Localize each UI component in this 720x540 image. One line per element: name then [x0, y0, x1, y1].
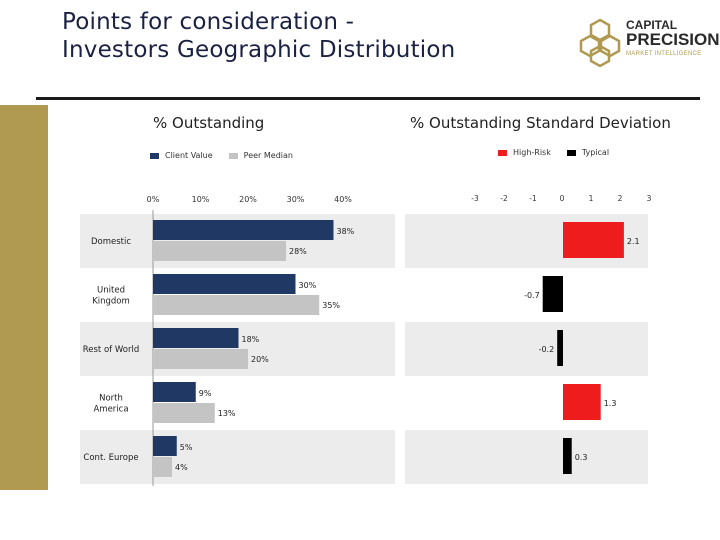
client-value-bar	[153, 274, 296, 294]
logo-text-precision: PRECISION	[626, 30, 720, 49]
client-value-data-label: 9%	[199, 389, 212, 398]
legend-swatch-peer-median	[228, 152, 238, 159]
peer-median-bar	[153, 403, 215, 423]
legend-swatch-high-risk	[498, 149, 507, 156]
client-value-data-label: 5%	[180, 443, 193, 452]
chart-1-x-tick: 30%	[287, 195, 305, 204]
chart-2-band	[405, 430, 648, 484]
std-dev-bar	[563, 438, 572, 474]
legend-swatch-client-value	[150, 152, 159, 159]
std-dev-data-label: -0.7	[524, 291, 540, 300]
std-dev-data-label: 1.3	[604, 399, 617, 408]
peer-median-data-label: 13%	[218, 409, 236, 418]
std-dev-data-label: 2.1	[627, 237, 640, 246]
peer-median-data-label: 4%	[175, 463, 188, 472]
std-dev-bar	[557, 330, 563, 366]
chart-1-category-label: Cont. Europe	[83, 453, 138, 463]
gold-accent-bar	[0, 105, 48, 490]
chart-2-x-tick: 0	[560, 194, 565, 203]
chart-2-x-tick: 2	[618, 194, 623, 203]
client-value-data-label: 30%	[299, 281, 317, 290]
chart-2-x-tick: 3	[647, 194, 652, 203]
std-dev-bar	[563, 384, 601, 420]
peer-median-bar	[153, 349, 248, 369]
legend-swatch-typical	[566, 149, 576, 156]
chart-2-band	[405, 322, 648, 376]
title-line-1: Points for consideration -	[62, 9, 355, 35]
chart-2-title: % Outstanding Standard Deviation	[410, 114, 671, 132]
chart-2-x-tick: -3	[471, 194, 479, 203]
client-value-data-label: 38%	[337, 227, 355, 236]
chart-1-x-tick: 20%	[239, 195, 257, 204]
legend-label-typical: Typical	[581, 148, 610, 157]
peer-median-bar	[153, 457, 172, 477]
logo-tagline: MARKET INTELLIGENCE	[626, 51, 702, 57]
company-logo: CAPITAL PRECISION MARKET INTELLIGENCE	[576, 16, 720, 68]
chart-1-category-label: Kingdom	[92, 297, 130, 307]
chart-1-category-label: North	[99, 394, 123, 404]
peer-median-data-label: 35%	[322, 301, 340, 310]
chart-2-x-tick: -1	[529, 194, 537, 203]
chart-1-x-tick: 0%	[147, 195, 160, 204]
std-dev-bar	[542, 276, 563, 312]
client-value-bar	[153, 220, 334, 240]
chart-1-title: % Outstanding	[153, 114, 265, 132]
client-value-bar	[153, 382, 196, 402]
cubes-logo-icon	[579, 18, 621, 68]
title-line-2: Investors Geographic Distribution	[62, 37, 456, 63]
legend-label-peer-median: Peer Median	[243, 151, 293, 160]
chart-1-band	[80, 430, 395, 484]
peer-median-data-label: 20%	[251, 355, 269, 364]
std-dev-data-label: -0.2	[539, 345, 555, 354]
client-value-bar	[153, 328, 239, 348]
std-dev-data-label: 0.3	[575, 453, 588, 462]
legend-label-high-risk: High-Risk	[513, 148, 551, 157]
peer-median-bar	[153, 241, 286, 261]
chart-1-legend: Client Value Peer Median	[150, 151, 293, 160]
legend-label-client-value: Client Value	[165, 151, 213, 160]
chart-2-x-tick: -2	[500, 194, 508, 203]
std-dev-bar	[563, 222, 624, 258]
client-value-data-label: 18%	[242, 335, 260, 344]
logo-text-capital: CAPITAL	[626, 18, 678, 32]
peer-median-data-label: 28%	[289, 247, 307, 256]
chart-1-category-label: America	[93, 405, 128, 415]
chart-1-x-tick: 10%	[192, 195, 210, 204]
title-divider	[36, 97, 700, 100]
chart-1-x-tick: 40%	[334, 195, 352, 204]
chart-1-category-label: Rest of World	[83, 345, 139, 355]
chart-1-category-label: Domestic	[91, 237, 131, 247]
page-title: Points for consideration - Investors Geo…	[62, 8, 455, 64]
chart-1-category-label: United	[97, 286, 125, 296]
chart-2-x-tick: 1	[589, 194, 594, 203]
peer-median-bar	[153, 295, 320, 315]
chart-2-legend: High-Risk Typical	[498, 148, 609, 157]
client-value-bar	[153, 436, 177, 456]
